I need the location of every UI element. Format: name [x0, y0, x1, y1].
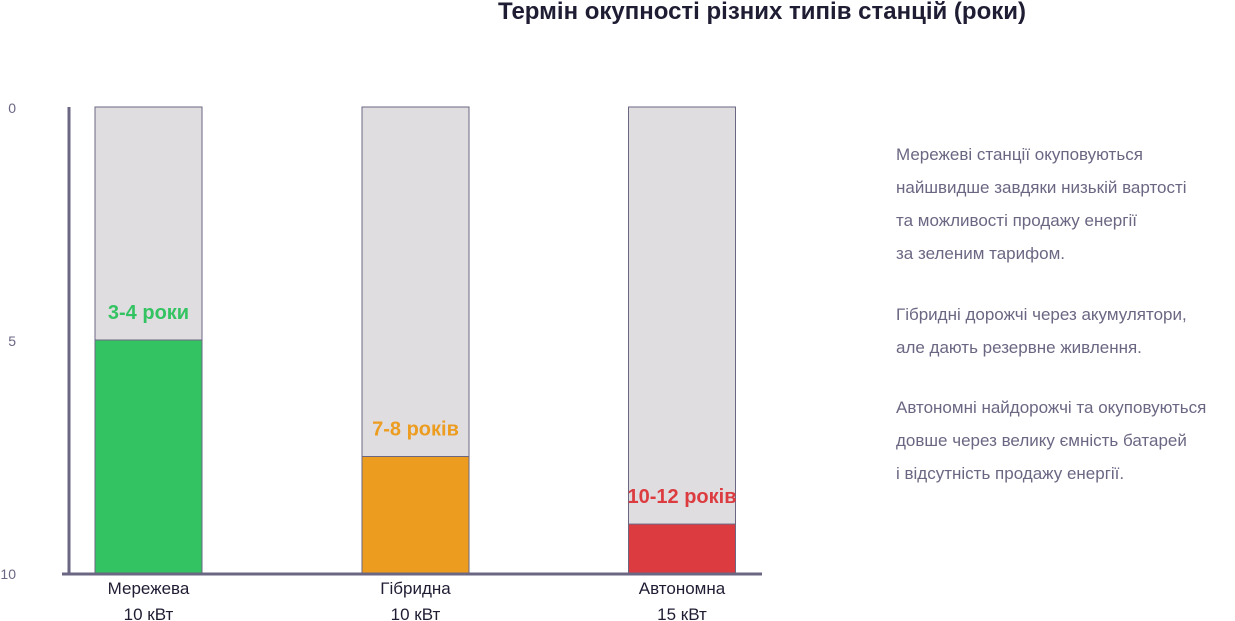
x-tick-label: Мережева [108, 579, 190, 598]
bar-value-label: 3-4 роки [108, 302, 189, 324]
note-line: Автономні найдорожчі та окуповуються [896, 398, 1207, 417]
x-tick-sublabel: 10 кВт [124, 605, 174, 621]
x-tick-sublabel: 10 кВт [391, 605, 441, 621]
bar-value-label: 10-12 років [627, 486, 736, 508]
note-autonomous-stations: Автономні найдорожчі та окуповуються дов… [896, 391, 1206, 490]
note-line: та можливості продажу енергії [896, 211, 1137, 230]
note-line: і відсутність продажу енергії. [896, 464, 1125, 483]
note-line: найшвидше завдяки низькій вартості [896, 178, 1187, 197]
note-line: довше через велику ємність батарей [896, 431, 1187, 450]
bar-track [628, 106, 736, 574]
chart-title: Термін окупності різних типів станцій (р… [497, 0, 1026, 25]
note-line: Гібридні дорожчі через акумулятори, [896, 305, 1187, 324]
y-tick-label: 0 [8, 100, 16, 116]
bar [361, 456, 470, 574]
y-tick-label: 5 [8, 333, 16, 349]
x-tick-label: Гібридна [380, 579, 451, 598]
note-line: але дають резервне живлення. [896, 338, 1142, 357]
note-grid-stations: Мережеві станції окуповуються найшвидше … [896, 138, 1187, 270]
payback-chart: 3-4 роки Мережева 10 кВт 7-8 років Гібридна 1… [0, 100, 762, 621]
note-hybrid-stations: Гібридні дорожчі через акумулятори, але … [896, 298, 1187, 364]
y-tick-label: 10 [0, 566, 16, 582]
bar [94, 339, 203, 574]
x-tick-label: Автономна [639, 579, 726, 598]
note-line: Мережеві станції окуповуються [896, 145, 1143, 164]
note-line: за зеленим тарифом. [896, 244, 1065, 263]
bar-value-label: 7-8 років [372, 419, 459, 441]
bar [628, 523, 736, 574]
x-tick-sublabel: 15 кВт [657, 605, 707, 621]
